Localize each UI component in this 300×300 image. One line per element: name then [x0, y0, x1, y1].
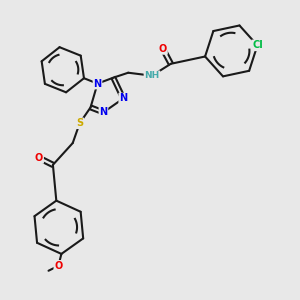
- Text: O: O: [159, 44, 167, 54]
- Text: S: S: [76, 118, 83, 128]
- Text: O: O: [35, 153, 43, 163]
- Text: N: N: [93, 79, 102, 88]
- Text: Cl: Cl: [252, 40, 263, 50]
- Text: N: N: [119, 94, 127, 103]
- Text: O: O: [54, 261, 62, 271]
- Text: NH: NH: [144, 71, 160, 80]
- Text: N: N: [99, 107, 107, 117]
